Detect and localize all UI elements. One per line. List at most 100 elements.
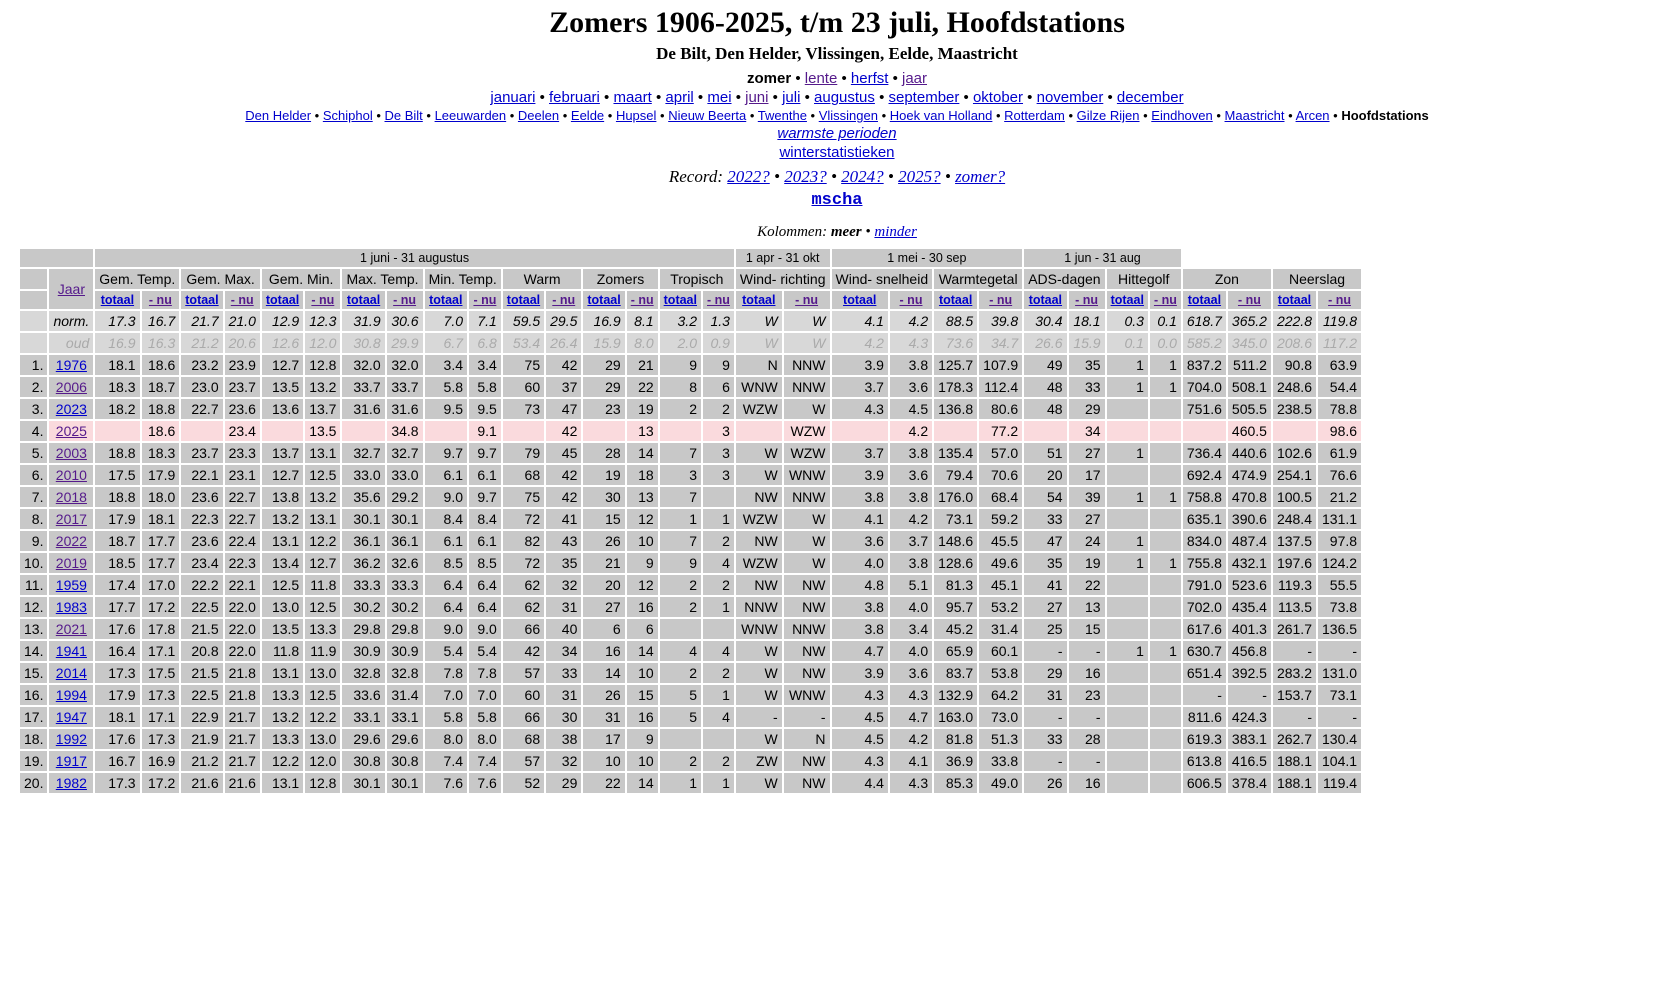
record-link-2024[interactable]: 2024? xyxy=(841,167,884,186)
record-link-2025[interactable]: 2025? xyxy=(898,167,941,186)
row-year[interactable]: 2017 xyxy=(49,509,94,529)
month-link-december[interactable]: december xyxy=(1116,89,1184,106)
record-link-2023[interactable]: 2023? xyxy=(784,167,827,186)
year-link[interactable]: 1947 xyxy=(55,709,87,725)
sort-totaal-link[interactable]: totaal xyxy=(1277,293,1312,307)
warmste-perioden-link[interactable]: warmste perioden xyxy=(777,125,897,142)
month-link-mei[interactable]: mei xyxy=(707,89,732,106)
year-link[interactable]: 1917 xyxy=(55,753,87,769)
station-link-maastricht[interactable]: Maastricht xyxy=(1224,108,1285,123)
row-year[interactable]: 1982 xyxy=(49,773,94,793)
month-link-oktober[interactable]: oktober xyxy=(972,89,1024,106)
sort-nu-link[interactable]: - nu xyxy=(795,293,819,307)
row-year[interactable]: 1941 xyxy=(49,641,94,661)
row-year[interactable]: 2022 xyxy=(49,531,94,551)
kolommen-minder-link[interactable]: minder xyxy=(874,224,917,240)
sort-nu-link[interactable]: - nu xyxy=(706,293,730,307)
row-year[interactable]: 2018 xyxy=(49,487,94,507)
sort-nu-link[interactable]: - nu xyxy=(230,293,254,307)
row-year[interactable]: 2023 xyxy=(49,399,94,419)
sort-totaal-link[interactable]: totaal xyxy=(100,293,135,307)
station-link-hupsel[interactable]: Hupsel xyxy=(615,108,657,123)
year-link[interactable]: 2019 xyxy=(55,555,87,571)
month-link-september[interactable]: september xyxy=(888,89,960,106)
record-link-2022[interactable]: 2022? xyxy=(727,167,770,186)
sort-totaal-link[interactable]: totaal xyxy=(1028,293,1063,307)
sort-nu-link[interactable]: - nu xyxy=(311,293,335,307)
year-link[interactable]: 2017 xyxy=(55,511,87,527)
sort-totaal-link[interactable]: totaal xyxy=(938,293,973,307)
year-link[interactable]: 2021 xyxy=(55,621,87,637)
year-link[interactable]: 1976 xyxy=(55,357,87,373)
station-link-de-bilt[interactable]: De Bilt xyxy=(384,108,423,123)
sort-totaal-link[interactable]: totaal xyxy=(429,293,463,307)
sort-nu-link[interactable]: - nu xyxy=(1153,293,1177,307)
sort-nu-link[interactable]: - nu xyxy=(899,293,923,307)
station-link-leeuwarden[interactable]: Leeuwarden xyxy=(434,108,507,123)
row-year[interactable]: 2014 xyxy=(49,663,94,683)
month-link-februari[interactable]: februari xyxy=(549,89,600,106)
month-link-maart[interactable]: maart xyxy=(613,89,652,106)
year-link[interactable]: 1983 xyxy=(55,599,87,615)
row-year[interactable]: 2019 xyxy=(49,553,94,573)
month-link-april[interactable]: april xyxy=(665,89,694,106)
station-link-vlissingen[interactable]: Vlissingen xyxy=(818,108,878,123)
station-link-twenthe[interactable]: Twenthe xyxy=(757,108,807,123)
month-link-augustus[interactable]: augustus xyxy=(814,89,875,106)
sort-nu-link[interactable]: - nu xyxy=(630,293,654,307)
season-link-lente[interactable]: lente xyxy=(804,70,838,87)
row-year[interactable]: 1976 xyxy=(49,355,94,375)
row-year[interactable]: 1947 xyxy=(49,707,94,727)
sort-nu-link[interactable]: - nu xyxy=(1075,293,1099,307)
year-link[interactable]: 1994 xyxy=(55,687,87,703)
station-link-gilze-rijen[interactable]: Gilze Rijen xyxy=(1076,108,1140,123)
season-link-jaar[interactable]: jaar xyxy=(902,70,928,87)
month-link-juli[interactable]: juli xyxy=(782,89,801,106)
row-year[interactable]: 1917 xyxy=(49,751,94,771)
sort-nu-link[interactable]: - nu xyxy=(989,293,1013,307)
sort-nu-link[interactable]: - nu xyxy=(473,293,497,307)
season-link-herfst[interactable]: herfst xyxy=(850,70,889,87)
year-link[interactable]: 2010 xyxy=(55,467,87,483)
year-link[interactable]: 2006 xyxy=(55,379,87,395)
sort-totaal-link[interactable]: totaal xyxy=(663,293,697,307)
sort-totaal-link[interactable]: totaal xyxy=(1110,293,1144,307)
sort-totaal-link[interactable]: totaal xyxy=(265,293,300,307)
row-year[interactable]: 2006 xyxy=(49,377,94,397)
row-year[interactable]: 1959 xyxy=(49,575,94,595)
sort-totaal-link[interactable]: totaal xyxy=(843,293,877,307)
row-year[interactable]: 1992 xyxy=(49,729,94,749)
row-year[interactable]: 2003 xyxy=(49,443,94,463)
station-link-eindhoven[interactable]: Eindhoven xyxy=(1151,108,1213,123)
sort-nu-link[interactable]: - nu xyxy=(1237,293,1261,307)
year-link[interactable]: 2023 xyxy=(55,401,87,417)
station-link-den-helder[interactable]: Den Helder xyxy=(245,108,312,123)
year-link[interactable]: 1982 xyxy=(55,775,87,791)
sort-totaal-link[interactable]: totaal xyxy=(346,293,381,307)
row-year[interactable]: 1983 xyxy=(49,597,94,617)
station-link-arcen[interactable]: Arcen xyxy=(1295,108,1330,123)
sort-totaal-link[interactable]: totaal xyxy=(742,293,776,307)
sort-totaal-link[interactable]: totaal xyxy=(587,293,621,307)
row-year[interactable]: 2021 xyxy=(49,619,94,639)
sort-totaal-link[interactable]: totaal xyxy=(1187,293,1222,307)
sort-totaal-link[interactable]: totaal xyxy=(506,293,541,307)
row-year[interactable]: 2010 xyxy=(49,465,94,485)
row-year[interactable]: 1994 xyxy=(49,685,94,705)
sort-totaal-link[interactable]: totaal xyxy=(185,293,219,307)
jaar-sort-link[interactable]: Jaar xyxy=(57,281,85,297)
year-link[interactable]: 1959 xyxy=(55,577,87,593)
year-link[interactable]: 2018 xyxy=(55,489,87,505)
sort-nu-link[interactable]: - nu xyxy=(148,293,172,307)
sort-nu-link[interactable]: - nu xyxy=(552,293,576,307)
record-link-zomer[interactable]: zomer? xyxy=(955,167,1006,186)
year-link[interactable]: 2014 xyxy=(55,665,87,681)
station-link-deelen[interactable]: Deelen xyxy=(517,108,560,123)
year-link[interactable]: 2025 xyxy=(55,423,87,439)
month-link-januari[interactable]: januari xyxy=(490,89,536,106)
year-link[interactable]: 1941 xyxy=(55,643,87,659)
year-link[interactable]: 2003 xyxy=(55,445,87,461)
row-year[interactable]: 2025 xyxy=(49,421,94,441)
winterstatistieken-link[interactable]: winterstatistieken xyxy=(779,144,895,161)
year-link[interactable]: 2022 xyxy=(55,533,87,549)
